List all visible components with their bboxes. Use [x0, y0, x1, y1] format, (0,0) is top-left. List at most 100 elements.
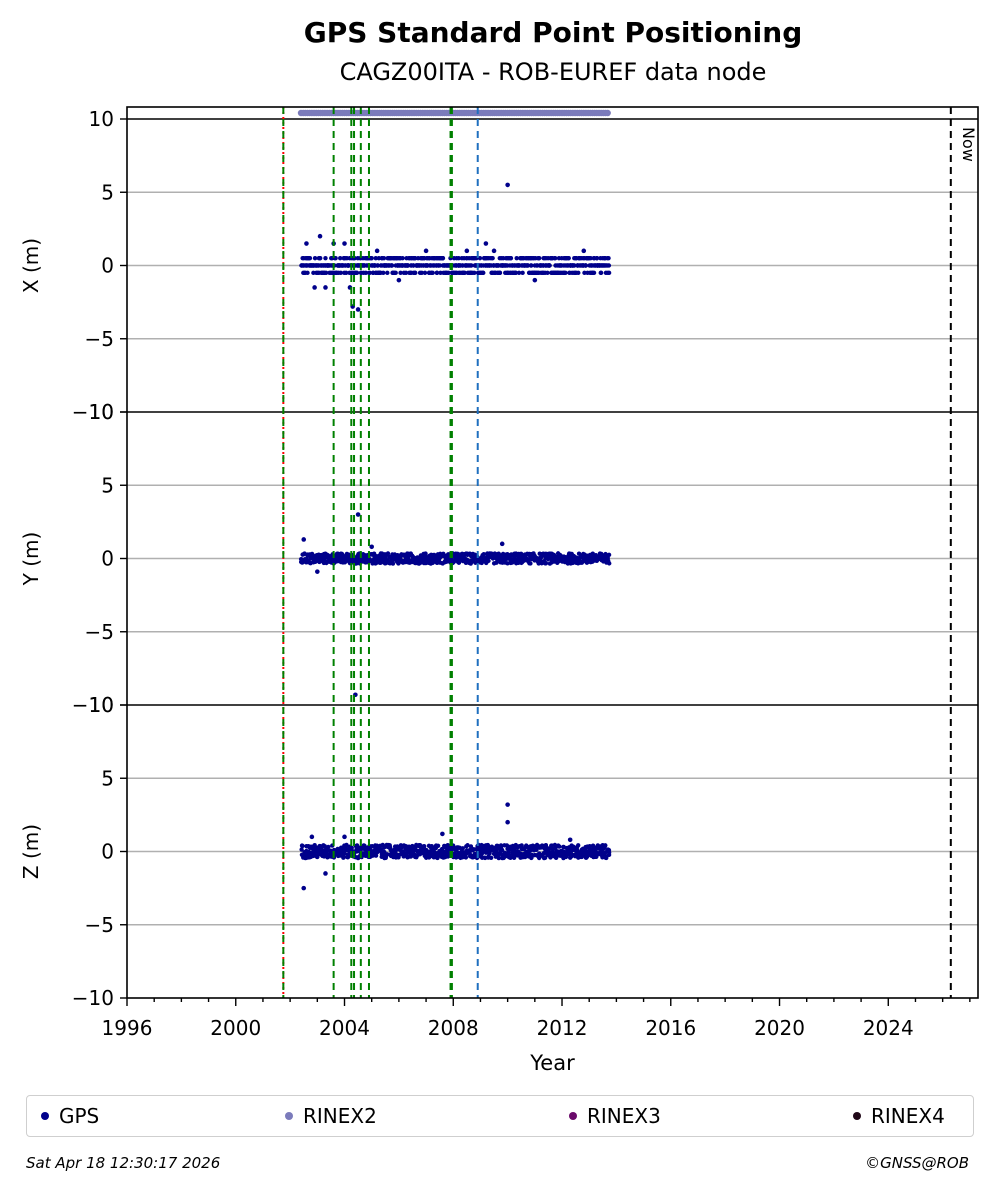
gps-point	[421, 844, 427, 849]
gps-point	[477, 255, 483, 261]
gps-point	[486, 558, 491, 564]
gps-point	[323, 255, 328, 261]
gps-point	[563, 270, 568, 276]
gps-point	[344, 842, 349, 848]
gps-point	[496, 855, 501, 861]
gps-point	[363, 270, 369, 276]
gps-point	[602, 844, 608, 849]
gps-point	[529, 855, 534, 860]
gps-point	[489, 255, 495, 261]
gps-outlier-point	[483, 241, 489, 246]
gps-point	[561, 844, 566, 850]
gps-outlier-point	[491, 248, 497, 254]
gps-point	[354, 270, 360, 276]
gps-point	[536, 255, 541, 261]
gps-point	[543, 561, 549, 566]
legend-label-gps: GPS	[59, 1104, 100, 1128]
gps-point	[575, 843, 581, 848]
gps-point	[385, 270, 390, 276]
gps-outlier-point	[505, 802, 510, 807]
gps-point	[381, 270, 386, 276]
gps-point	[583, 263, 589, 268]
y-tick-label: 5	[101, 180, 114, 204]
gps-point	[400, 255, 405, 261]
gps-point	[494, 843, 500, 849]
gps-point	[520, 270, 525, 276]
gps-point	[557, 844, 562, 849]
legend-marker-gps	[41, 1112, 49, 1120]
gps-outlier-point	[499, 541, 505, 547]
gps-point	[403, 270, 409, 276]
gps-point	[430, 270, 435, 276]
gps-outlier-point	[355, 512, 361, 517]
gps-point	[456, 560, 462, 565]
gps-outlier-point	[301, 537, 307, 542]
gps-point	[337, 255, 343, 261]
legend-marker-rinex3	[569, 1112, 577, 1120]
gps-point	[461, 270, 466, 276]
y-axis-label: Y (m)	[19, 532, 43, 587]
gps-point	[606, 255, 611, 261]
legend-label-rinex3: RINEX3	[587, 1104, 661, 1128]
gps-outlier-point	[315, 569, 320, 574]
y-tick-label: 10	[89, 107, 114, 131]
gps-point	[446, 270, 451, 276]
rinex2-availability-point	[604, 109, 611, 117]
gps-point	[419, 270, 424, 276]
panel-y: −10 −5 0 5 10 Y (m)	[19, 400, 978, 717]
y-axis-label: Z (m)	[19, 824, 43, 879]
y-axis-label: X (m)	[19, 238, 43, 293]
y-tick-label: 5	[101, 473, 114, 497]
gps-outlier-point	[440, 831, 445, 837]
gps-outlier-point	[423, 248, 429, 254]
gps-outlier-point	[342, 834, 347, 840]
gps-point	[606, 263, 612, 268]
gps-point	[312, 255, 318, 261]
legend-item-gps: GPS	[41, 1104, 99, 1128]
gps-point	[435, 843, 441, 849]
gps-point	[381, 255, 387, 261]
gps-point	[591, 270, 597, 276]
gps-point	[576, 270, 581, 276]
gps-point	[472, 270, 477, 276]
gps-point	[393, 270, 398, 276]
gps-point	[534, 847, 539, 852]
gps-point	[587, 844, 592, 849]
gps-point	[405, 263, 411, 268]
gps-point	[594, 255, 600, 261]
panel-x: −10 −5 0 5 10 X (m)	[19, 107, 978, 424]
gps-point	[326, 844, 331, 850]
y-tick-label: −10	[72, 693, 114, 717]
gps-point	[300, 843, 305, 849]
y-tick-label: −5	[85, 620, 114, 644]
gps-point	[482, 855, 487, 860]
y-tick-label: −10	[72, 986, 114, 1010]
gps-point	[606, 552, 612, 558]
gps-point	[582, 552, 587, 557]
gps-outlier-point	[581, 248, 587, 254]
legend-item-rinex2: RINEX2	[285, 1104, 377, 1128]
gps-point	[606, 847, 612, 853]
gps-point	[543, 843, 549, 848]
x-tick-label: 2000	[210, 1016, 261, 1040]
gps-point	[591, 255, 597, 261]
gps-outlier-point	[355, 307, 361, 312]
gps-outlier-point	[323, 285, 328, 290]
gps-point	[588, 255, 593, 261]
y-tick-label: −5	[85, 913, 114, 937]
gps-point	[499, 847, 505, 853]
gps-point	[582, 270, 587, 276]
gps-point	[508, 255, 514, 261]
gps-point	[525, 263, 531, 268]
gps-point	[323, 270, 329, 276]
gps-point	[528, 561, 533, 566]
gps-outlier-point	[567, 837, 573, 843]
gps-point	[343, 270, 349, 276]
gps-point	[413, 270, 418, 276]
gps-point	[479, 270, 485, 276]
gps-point	[389, 263, 394, 268]
gps-point	[606, 270, 612, 276]
gps-point	[317, 255, 323, 261]
gps-point	[423, 551, 428, 556]
